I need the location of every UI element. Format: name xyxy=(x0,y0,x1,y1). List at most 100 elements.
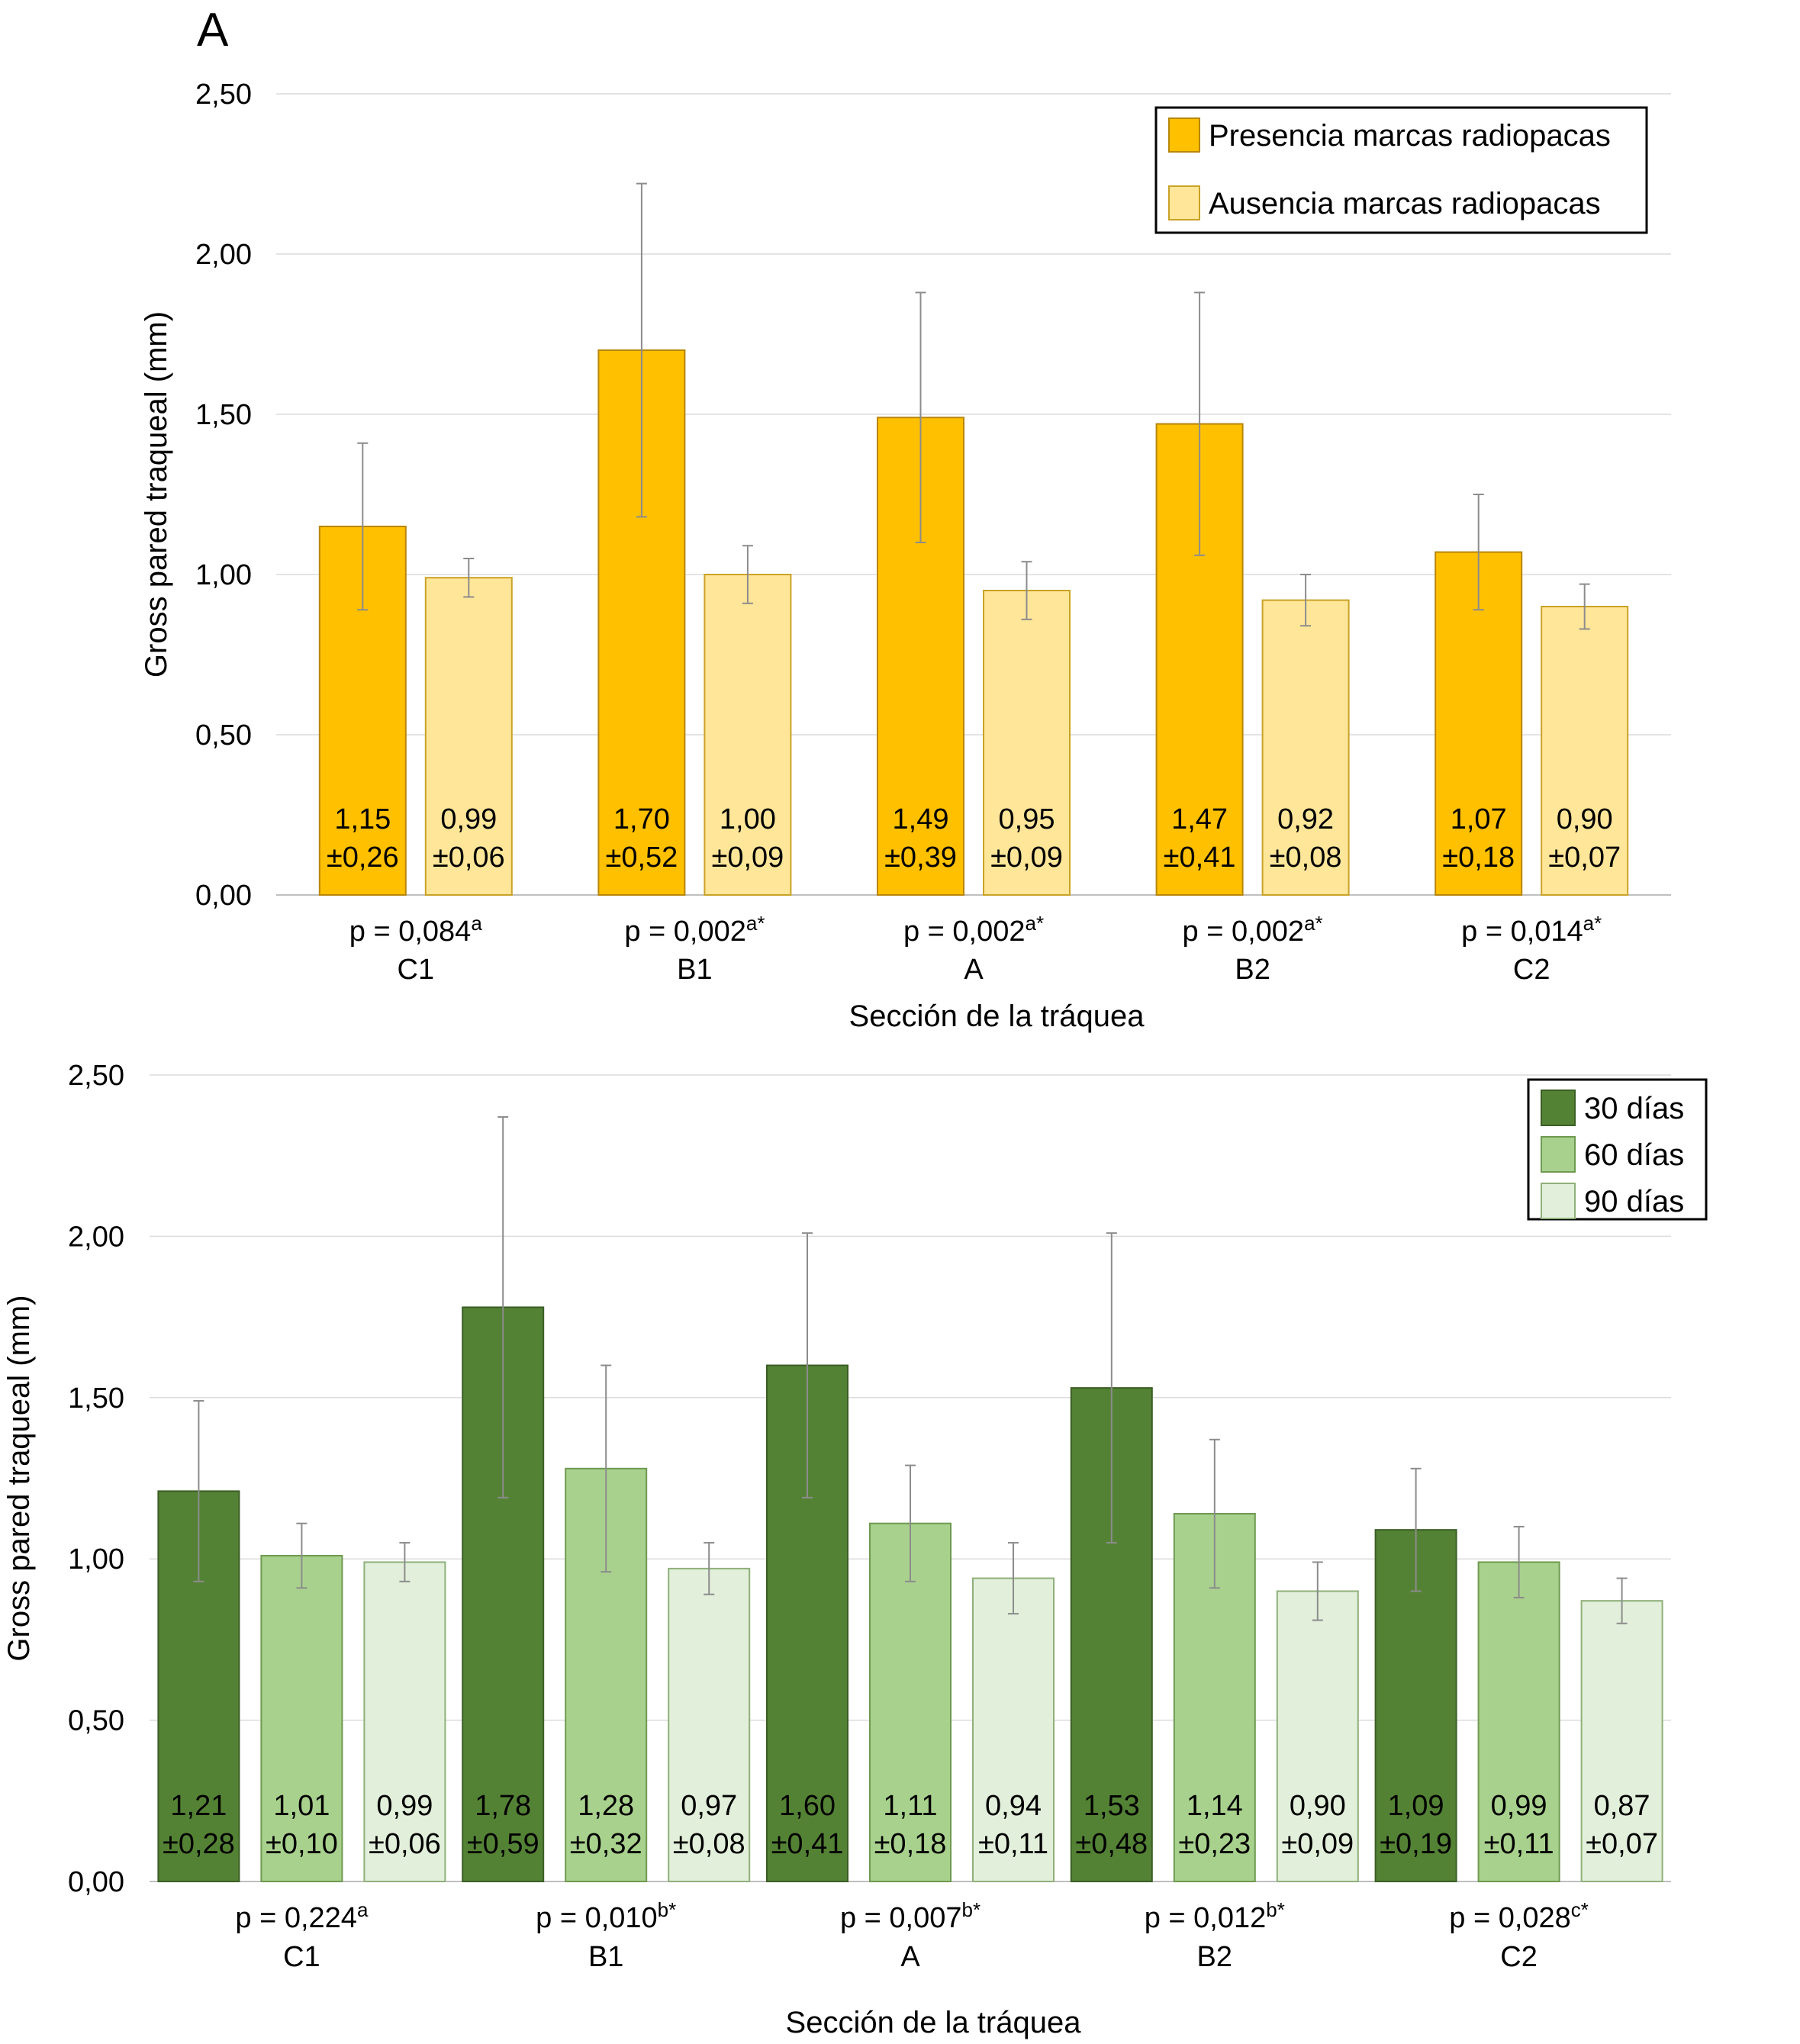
bar-a-series-1 xyxy=(869,1522,952,1883)
p-value-superscript: a* xyxy=(1025,912,1044,935)
p-value-text: p = 0,224 xyxy=(235,1902,357,1934)
p-value-superscript: b* xyxy=(1266,1898,1285,1921)
p-value-label: p = 0,084a xyxy=(349,912,483,948)
data-label-error: ±0,06 xyxy=(369,1828,441,1860)
data-label-value: 1,53 xyxy=(1084,1790,1140,1822)
data-label-value: 1,11 xyxy=(883,1790,937,1822)
data-label-error: ±0,26 xyxy=(327,842,399,874)
y-tick-label: 2,00 xyxy=(195,239,252,271)
bar-c1-series-1 xyxy=(424,577,513,896)
data-label-error: ±0,06 xyxy=(433,842,505,874)
x-tick-label-b2: B2 xyxy=(1235,954,1270,986)
legend-entry-1: Ausencia marcas radiopacas xyxy=(1209,187,1601,220)
data-label-value: 0,99 xyxy=(440,803,497,835)
p-value-superscript: a* xyxy=(746,912,765,935)
p-value-text: p = 0,084 xyxy=(349,916,472,948)
y-tick-label: 1,00 xyxy=(68,1543,124,1576)
p-value-label: p = 0,010b* xyxy=(536,1898,676,1934)
p-value-text: p = 0,014 xyxy=(1461,916,1583,948)
data-label-value: 0,92 xyxy=(1277,803,1334,835)
x-tick-label-c1: C1 xyxy=(398,954,435,986)
data-label-value: 1,60 xyxy=(779,1790,836,1822)
y-axis-label: Gross pared traqueal (mm) xyxy=(140,311,173,678)
data-label-value: 1,00 xyxy=(720,803,776,835)
data-label-value: 0,99 xyxy=(376,1790,433,1822)
p-value-label: p = 0,012b* xyxy=(1145,1898,1285,1934)
p-value-label: p = 0,002a* xyxy=(624,912,765,948)
data-label-error: ±0,08 xyxy=(1270,842,1342,874)
bar-c1-series-1 xyxy=(260,1554,343,1883)
y-tick-label: 1,50 xyxy=(195,399,252,431)
data-label-error: ±0,19 xyxy=(1380,1828,1452,1860)
y-axis-label: Gross pared traqueal (mm) xyxy=(2,1295,36,1661)
p-value-superscript: a* xyxy=(1583,912,1602,935)
p-value-text: p = 0,002 xyxy=(1183,916,1305,948)
x-tick-label-c1: C1 xyxy=(283,1941,320,1973)
p-value-label: p = 0,002a* xyxy=(903,912,1044,948)
data-label-value: 1,01 xyxy=(273,1790,330,1822)
y-tick-label: 2,00 xyxy=(68,1221,124,1253)
data-label-error: ±0,59 xyxy=(467,1828,539,1860)
data-label-value: 1,07 xyxy=(1451,803,1507,835)
data-label-error: ±0,52 xyxy=(605,842,678,874)
bar-c2-series-2 xyxy=(1580,1600,1663,1883)
data-label-error: ±0,10 xyxy=(266,1828,338,1860)
bar-b1-series-1 xyxy=(704,574,792,896)
p-value-superscript: a xyxy=(471,912,482,935)
x-tick-label-b1: B1 xyxy=(588,1941,623,1973)
bar-c1-series-2 xyxy=(363,1561,446,1882)
data-label-error: ±0,41 xyxy=(771,1828,844,1860)
legend-box xyxy=(1154,106,1648,234)
legend: Presencia marcas radiopacas Ausencia marc… xyxy=(1154,106,1648,234)
p-value-superscript: a xyxy=(357,1898,369,1921)
legend-swatch-1 xyxy=(1541,1136,1576,1173)
legend-swatch-2 xyxy=(1541,1183,1576,1219)
x-tick-label-c2: C2 xyxy=(1513,954,1550,986)
chart-top-radiopaque-marks: 0,00 0,50 1,00 1,50 2,00 2,50 Gross pared traq… xyxy=(140,79,1671,1033)
p-value-superscript: c* xyxy=(1571,1898,1589,1921)
p-value-label: p = 0,224a xyxy=(235,1898,369,1934)
x-tick-label-c2: C2 xyxy=(1500,1941,1538,1973)
p-value-label: p = 0,014a* xyxy=(1461,912,1602,948)
y-tick-label: 1,00 xyxy=(195,559,252,591)
data-label-value: 1,47 xyxy=(1171,803,1228,835)
data-label-error: ±0,11 xyxy=(1484,1828,1554,1860)
p-value-superscript: a* xyxy=(1304,912,1323,935)
p-value-label: p = 0,002a* xyxy=(1183,912,1323,948)
data-label-value: 1,15 xyxy=(334,803,391,835)
p-value-text: p = 0,007 xyxy=(840,1902,962,1934)
y-tick-label: 2,50 xyxy=(195,79,252,111)
x-axis-label: Sección de la tráquea xyxy=(786,2006,1082,2039)
bar-c2-series-1 xyxy=(1477,1561,1560,1882)
data-label-error: ±0,23 xyxy=(1178,1828,1251,1860)
x-axis-label: Sección de la tráquea xyxy=(849,999,1145,1033)
data-label-value: 1,70 xyxy=(613,803,670,835)
x-tick-label-a: A xyxy=(964,954,984,986)
p-value-text: p = 0,010 xyxy=(536,1902,658,1934)
x-tick-label-b2: B2 xyxy=(1197,1941,1232,1973)
data-label-value: 0,99 xyxy=(1491,1790,1547,1822)
data-label-error: ±0,09 xyxy=(711,842,784,874)
p-value-superscript: b* xyxy=(658,1898,677,1921)
data-label-value: 1,49 xyxy=(893,803,949,835)
legend-swatch-1 xyxy=(1168,185,1200,220)
bar-a-series-1 xyxy=(983,590,1071,896)
y-tick-label: 0,50 xyxy=(195,719,252,752)
y-tick-label: 0,00 xyxy=(68,1866,124,1898)
y-tick-label: 0,50 xyxy=(68,1705,124,1737)
legend-entry-1: 60 días xyxy=(1584,1138,1684,1172)
x-tick-label-b1: B1 xyxy=(677,954,712,986)
bar-b1-series-2 xyxy=(668,1567,751,1883)
y-tick-label: 2,50 xyxy=(68,1060,124,1092)
data-label-error: ±0,48 xyxy=(1075,1828,1148,1860)
legend-entry-0: 30 días xyxy=(1584,1092,1684,1125)
p-value-text: p = 0,028 xyxy=(1449,1902,1571,1934)
p-value-label: p = 0,028c* xyxy=(1449,1898,1589,1934)
data-label-value: 1,28 xyxy=(578,1790,634,1822)
data-label-error: ±0,07 xyxy=(1586,1828,1658,1860)
data-label-value: 0,94 xyxy=(985,1790,1042,1822)
data-label-value: 0,90 xyxy=(1557,803,1613,835)
data-label-error: ±0,11 xyxy=(978,1828,1048,1860)
data-label-value: 0,90 xyxy=(1290,1790,1346,1822)
